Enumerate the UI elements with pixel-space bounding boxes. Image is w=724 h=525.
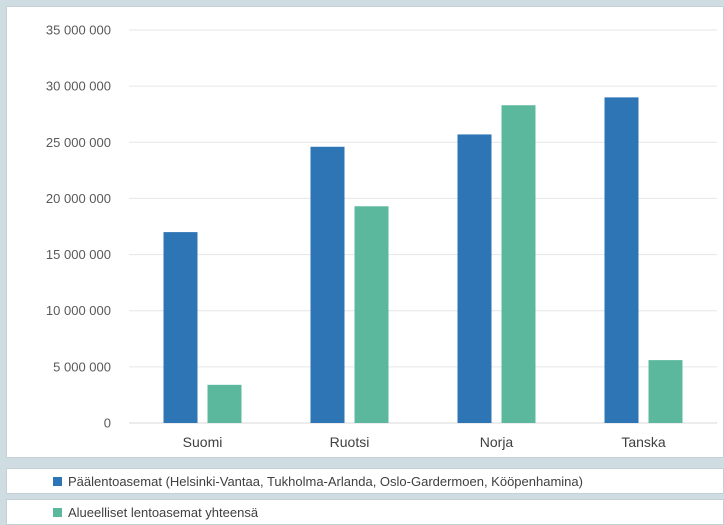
x-category-label: Suomi	[183, 434, 223, 450]
bar-tanska-series-1	[648, 360, 683, 423]
bar-chart: 35 000 000 30 000 000 25 000 000 20 000 000…	[46, 23, 717, 450]
bar-suomi-series-0	[163, 232, 198, 423]
chart-panel: 35 000 000 30 000 000 25 000 000 20 000 000…	[6, 6, 724, 458]
bar-suomi-series-1	[207, 384, 242, 423]
y-tick-label: 25 000 000	[46, 135, 111, 150]
legend-label-main: Päälentoasemat (Helsinki-Vantaa, Tukholm…	[68, 473, 583, 489]
y-tick-label: 15 000 000	[46, 247, 111, 262]
x-category-label: Tanska	[621, 434, 666, 450]
legend-entry-regional-airports: Alueelliset lentoasemat yhteensä	[6, 499, 724, 525]
bars	[163, 97, 683, 423]
y-tick-label: 35 000 000	[46, 23, 111, 38]
y-axis-ticks: 35 000 000 30 000 000 25 000 000 20 000 000…	[46, 23, 111, 431]
bar-ruotsi-series-0	[310, 146, 345, 423]
x-axis-categories: Suomi Ruotsi Norja Tanska	[183, 434, 666, 450]
bar-norja-series-0	[457, 134, 492, 423]
x-category-label: Ruotsi	[330, 434, 370, 450]
y-tick-label: 0	[104, 416, 111, 431]
bar-norja-series-1	[501, 105, 536, 423]
legend-swatch-regional	[53, 507, 62, 517]
legend-entry-main-airports: Päälentoasemat (Helsinki-Vantaa, Tukholm…	[6, 468, 724, 494]
bar-tanska-series-0	[604, 97, 639, 423]
legend-label-regional: Alueelliset lentoasemat yhteensä	[68, 504, 259, 520]
y-tick-label: 5 000 000	[53, 359, 111, 374]
y-tick-label: 10 000 000	[46, 303, 111, 318]
y-tick-label: 20 000 000	[46, 191, 111, 206]
y-tick-label: 30 000 000	[46, 79, 111, 94]
bar-ruotsi-series-1	[354, 206, 389, 423]
x-category-label: Norja	[480, 434, 514, 450]
gridlines	[129, 29, 717, 424]
legend-swatch-main	[53, 476, 62, 486]
